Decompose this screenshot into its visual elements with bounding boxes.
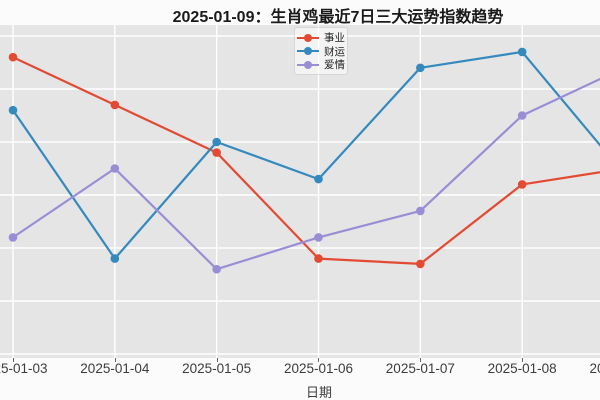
- x-tick-label: 2025-01-05: [182, 361, 252, 376]
- data-point: [517, 47, 527, 57]
- data-point: [314, 233, 323, 242]
- series-line-事业: [11, 56, 600, 265]
- legend-line-marker-icon: [297, 33, 319, 42]
- tick-mark: [522, 358, 524, 362]
- legend-item-label: 爱情: [324, 59, 345, 72]
- data-point: [212, 137, 221, 147]
- x-tick-label: 2025-01-08: [487, 361, 557, 376]
- x-tick-label: 2025-01-09: [589, 361, 600, 376]
- data-point: [8, 52, 18, 62]
- legend: 事业 财运 爱情: [294, 27, 348, 75]
- tick-mark: [216, 358, 218, 362]
- legend-item-2: 爱情: [297, 58, 347, 72]
- data-point: [314, 174, 323, 184]
- data-point: [8, 233, 18, 242]
- data-point: [8, 105, 18, 115]
- plot-area: [0, 25, 600, 358]
- data-point: [314, 254, 323, 263]
- series-line-财运: [11, 50, 600, 260]
- data-point: [110, 254, 120, 263]
- data-point: [517, 180, 527, 189]
- x-tick-label: 2025-01-06: [283, 361, 354, 376]
- legend-item-label: 财运: [324, 45, 345, 58]
- x-tick-label: 2025-01-03: [0, 361, 48, 376]
- data-point: [517, 111, 527, 120]
- chart-title: 2025-01-09：生肖鸡最近7日三大运势指数趋势: [172, 9, 504, 26]
- tick-mark: [114, 358, 116, 362]
- x-axis-label: 日期: [305, 385, 333, 400]
- data-point: [212, 148, 221, 157]
- data-point: [416, 63, 425, 73]
- data-point: [416, 206, 425, 216]
- legend-item-label: 事业: [324, 32, 345, 45]
- tick-mark: [420, 358, 422, 362]
- data-point: [110, 164, 120, 173]
- legend-line-marker-icon: [297, 47, 319, 56]
- legend-item-1: 财运: [297, 45, 347, 59]
- tick-mark: [13, 358, 14, 362]
- tick-mark: [318, 358, 320, 362]
- data-point: [416, 259, 425, 269]
- legend-item-0: 事业: [297, 31, 347, 45]
- x-tick-label: 2025-01-07: [385, 361, 455, 376]
- data-point: [110, 100, 120, 110]
- x-tick-label: 2025-01-04: [80, 361, 150, 376]
- data-point: [212, 264, 221, 274]
- line-chart-svg: [0, 25, 600, 358]
- legend-line-marker-icon: [297, 60, 319, 69]
